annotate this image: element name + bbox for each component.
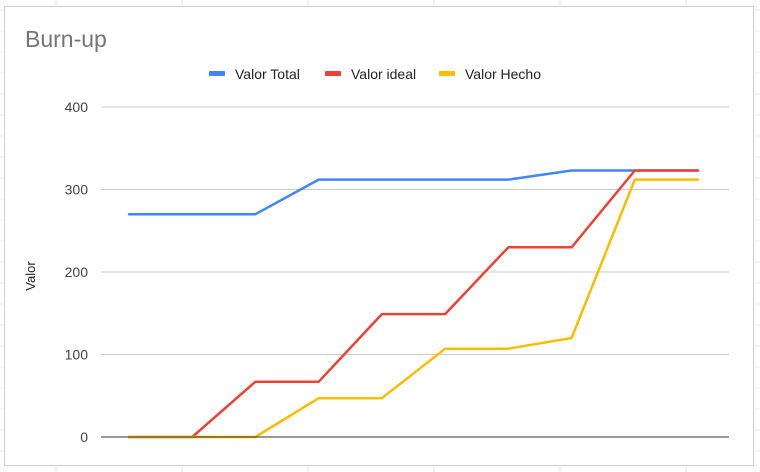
chart-card[interactable]: Burn-up Valor Total Valor ideal Valor Hech… — [4, 6, 754, 466]
legend-label: Valor Hecho — [465, 66, 541, 82]
legend-swatch — [209, 71, 225, 76]
series-lines — [127, 169, 700, 439]
chart-title: Burn-up — [25, 26, 107, 52]
series-line-1 — [127, 169, 700, 216]
legend-label: Valor ideal — [351, 66, 416, 82]
chart-legend: Valor Total Valor ideal Valor Hecho — [209, 66, 541, 82]
y-gridlines — [101, 106, 729, 355]
legend-label: Valor Total — [235, 66, 300, 82]
y-axis-title: Valor — [23, 261, 38, 291]
series-line-3 — [127, 178, 700, 439]
y-tick-label: 100 — [65, 347, 89, 363]
y-tick-label: 400 — [65, 99, 89, 115]
legend-swatch — [439, 71, 455, 76]
legend-item[interactable]: Valor ideal — [325, 66, 416, 82]
y-tick-label: 200 — [65, 264, 89, 280]
y-tick-label: 0 — [80, 429, 88, 445]
legend-swatch — [325, 71, 341, 76]
y-tick-label: 300 — [65, 182, 89, 198]
series-line-2 — [127, 169, 700, 439]
legend-item[interactable]: Valor Hecho — [439, 66, 541, 82]
y-axis-ticks: 0 100 200 300 400 — [65, 99, 89, 445]
burnup-line-chart: Burn-up Valor Total Valor ideal Valor Hech… — [23, 26, 729, 445]
legend-item[interactable]: Valor Total — [209, 66, 300, 82]
